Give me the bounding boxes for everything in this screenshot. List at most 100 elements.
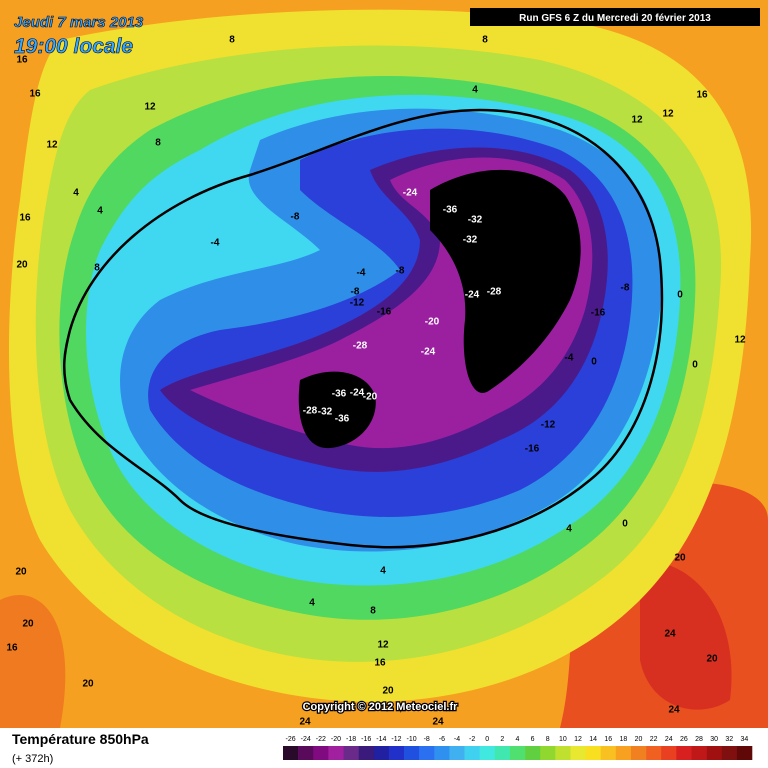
contour-label: 20 — [382, 686, 394, 697]
contour-label: 0 — [591, 357, 597, 368]
forecast-time: 19:00 locale — [14, 35, 133, 58]
colorbar-label: 34 — [741, 736, 749, 743]
colorbar-label: -2 — [469, 736, 475, 743]
colorbar-swatch — [555, 746, 571, 760]
contour-label: 8 — [155, 138, 161, 149]
colorbar-label: 28 — [695, 736, 703, 743]
colorbar-label: 30 — [710, 736, 718, 743]
colorbar-swatch — [449, 746, 465, 760]
contour-label: 16 — [374, 658, 386, 669]
contour-label: -16 — [377, 307, 392, 318]
contour-label: -36 — [443, 205, 458, 216]
contour-label: -20 — [425, 317, 440, 328]
colorbar-swatch — [373, 746, 390, 760]
colorbar-label: -8 — [424, 736, 430, 743]
colorbar-label: -6 — [439, 736, 445, 743]
contour-label: -36 — [332, 389, 347, 400]
contour-label: 24 — [299, 717, 311, 728]
colorbar-swatch — [343, 746, 359, 760]
contour-label: 8 — [370, 606, 376, 617]
contour-label: 16 — [19, 213, 31, 224]
colorbar-label: 12 — [574, 736, 582, 743]
colorbar-swatch — [600, 746, 617, 760]
colorbar-label: 24 — [665, 736, 673, 743]
colorbar-label: -4 — [454, 736, 460, 743]
contour-label: -24 — [350, 388, 365, 399]
contour-label: 12 — [377, 640, 389, 651]
lead-time: (+ 372h) — [12, 753, 53, 765]
colorbar-swatch — [630, 746, 647, 760]
colorbar-label: 0 — [485, 736, 489, 743]
colorbar-label: -24 — [301, 736, 311, 743]
contour-label: 4 — [97, 206, 103, 217]
colorbar-label: -10 — [407, 736, 417, 743]
colorbar-swatch — [661, 746, 677, 760]
contour-label: 12 — [734, 335, 746, 346]
contour-label: 20 — [674, 553, 686, 564]
colorbar-swatch — [313, 746, 329, 760]
contour-label: 16 — [696, 90, 708, 101]
contour-label: -24 — [403, 188, 418, 199]
colorbar-swatch — [570, 746, 586, 760]
contour-label: 8 — [94, 263, 100, 274]
contour-label: 4 — [73, 188, 79, 199]
colorbar-label: 32 — [725, 736, 733, 743]
colorbar-swatch — [464, 746, 480, 760]
contour-label: -8 — [291, 212, 300, 223]
colorbar-label: -18 — [346, 736, 356, 743]
contour-label: 24 — [664, 629, 676, 640]
run-box — [470, 8, 760, 26]
field-title: Température 850hPa — [12, 731, 149, 747]
colorbar-swatch — [419, 746, 435, 760]
colorbar-swatch — [736, 746, 753, 760]
colorbar-label: -26 — [286, 736, 296, 743]
contour-label: 20 — [706, 654, 718, 665]
colorbar-swatch — [540, 746, 556, 760]
contour-label: -4 — [565, 353, 574, 364]
contour-label: -36 — [335, 414, 350, 425]
contour-label: 4 — [380, 566, 386, 577]
contour-label: 12 — [662, 109, 674, 120]
contour-label: 0 — [677, 290, 683, 301]
contour-label: -8 — [396, 266, 405, 277]
contour-label: 8 — [482, 35, 488, 46]
copyright: Copyright © 2012 Meteociel.fr — [303, 701, 459, 713]
colorbar-swatch — [525, 746, 541, 760]
contour-label: -20 — [363, 392, 378, 403]
map-fields — [0, 0, 768, 728]
colorbar: -26 -24 -22 -20 -18 -16 -14 -12 -10 -8 -6 -4 -2 0 2 4 6 8… — [283, 736, 753, 760]
contour-label: 16 — [16, 55, 28, 66]
contour-label: 12 — [631, 115, 643, 126]
contour-label: 0 — [622, 519, 628, 530]
colorbar-swatch — [388, 746, 405, 760]
colorbar-label: 14 — [589, 736, 597, 743]
contour-label: -4 — [211, 238, 220, 249]
contour-label: -28 — [353, 341, 368, 352]
contour-label: 12 — [144, 102, 156, 113]
colorbar-label: 20 — [635, 736, 643, 743]
contour-label: 24 — [668, 705, 680, 716]
contour-label: 12 — [46, 140, 58, 151]
run-info: Run GFS 6 Z du Mercredi 20 février 2013 — [519, 13, 711, 24]
contour-label: -32 — [463, 235, 478, 246]
colorbar-label: -16 — [361, 736, 371, 743]
colorbar-label: 2 — [500, 736, 504, 743]
colorbar-label: 10 — [559, 736, 567, 743]
colorbar-label: 18 — [620, 736, 628, 743]
colorbar-swatch — [509, 746, 526, 760]
colorbar-label: 6 — [531, 736, 535, 743]
contour-label: -16 — [525, 444, 540, 455]
contour-label: -8 — [621, 283, 630, 294]
colorbar-swatch — [404, 746, 420, 760]
colorbar-swatch — [358, 746, 375, 760]
contour-label: 4 — [566, 524, 572, 535]
colorbar-swatch — [298, 746, 314, 760]
contour-label: 16 — [29, 89, 41, 100]
colorbar-swatch — [676, 746, 692, 760]
warm-region — [0, 595, 66, 728]
colorbar-label: 4 — [516, 736, 520, 743]
contour-label: -24 — [421, 347, 436, 358]
contour-label: -4 — [357, 268, 366, 279]
